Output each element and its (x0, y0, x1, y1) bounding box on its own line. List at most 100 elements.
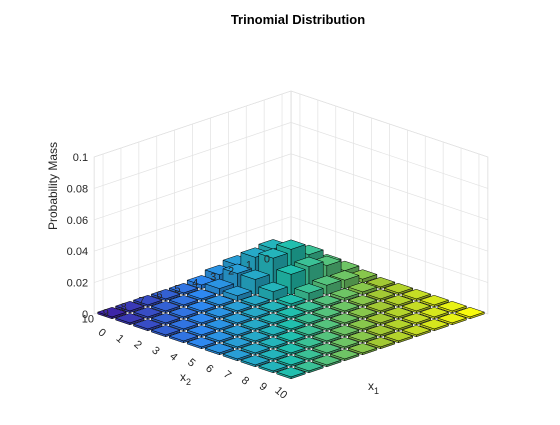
bar-x8-y0 (419, 295, 450, 308)
y-tick-label: 2 (228, 266, 234, 278)
bar-face-top (168, 283, 199, 294)
bar-x10-y5 (365, 337, 396, 350)
bar-face-top (275, 355, 307, 366)
bar-face-top (329, 337, 360, 348)
x-tick-label: 9 (257, 381, 269, 394)
bar-x7-y3 (347, 307, 378, 320)
bar-face-top (240, 269, 271, 280)
z-tick-label: 0.1 (73, 152, 88, 164)
bar-face-top (258, 281, 289, 292)
bar-face-top (240, 307, 271, 318)
bar-face-top (186, 325, 217, 336)
bar-x0-y6 (168, 283, 199, 296)
bar-face-top (186, 301, 217, 312)
z-tick-label: 0.02 (67, 278, 88, 290)
bar-face-top (204, 278, 235, 289)
z-tick-label: 0.04 (67, 246, 88, 258)
bar-x7-y10 (222, 349, 253, 362)
z-tick-label: 0.08 (67, 183, 88, 195)
bar-face-top (293, 256, 324, 267)
bar-face-top (383, 295, 414, 306)
bar-face-top (347, 319, 378, 330)
bar-face-top (222, 337, 253, 348)
bar-x2-y10 (132, 319, 163, 332)
bar-x9-y0 (437, 301, 468, 314)
x-tick-label: 1 (114, 333, 126, 346)
bar-x2-y9 (150, 313, 181, 326)
y-tick-label: 10 (82, 314, 94, 326)
bar-x7-y9 (240, 343, 271, 356)
bar-face-top (222, 301, 253, 312)
y-axis-label-main: x (180, 370, 186, 384)
bar-face-top (275, 319, 307, 330)
z-gridline (93, 90, 489, 158)
bar-face-top (311, 331, 342, 342)
bar-x9-y9 (275, 355, 307, 368)
bar-x8-y8 (275, 343, 307, 356)
y-tick-label: 3 (210, 272, 216, 284)
bar-face-top (329, 301, 360, 312)
bar-x6-y6 (275, 319, 307, 332)
bar-x1-y8 (150, 301, 181, 314)
y-tick-label: 0 (264, 254, 270, 266)
bar-x3-y10 (150, 325, 181, 338)
bar-face-top (419, 307, 450, 318)
bar-face-top (150, 325, 181, 336)
bar-face-top (275, 343, 307, 354)
bar-face-top (275, 331, 307, 342)
bar-face-top (150, 313, 181, 324)
y-tick-label: 1 (246, 260, 252, 272)
x-tick-label: 10 (272, 385, 289, 402)
bar-face-top (204, 343, 235, 354)
z-tick-label: 0.06 (67, 215, 88, 227)
bar-face-top (222, 263, 253, 274)
bar-face-top (204, 319, 235, 330)
chart-title: Trinomial Distribution (231, 12, 365, 27)
bar-face-top (347, 282, 378, 293)
bar-x7-y6 (293, 325, 324, 338)
x-tick-label: 2 (131, 339, 143, 352)
bar-face-top (204, 331, 235, 342)
bar-face-top (383, 307, 414, 318)
bar-face-top (222, 349, 253, 360)
x-tick-label: 8 (239, 375, 251, 388)
bar-x4-y4 (275, 294, 307, 308)
bar-x5-y10 (186, 337, 217, 350)
bar-x5-y4 (293, 301, 324, 314)
bar-x9-y10 (258, 361, 289, 374)
bar-x9-y8 (293, 349, 324, 362)
bar-x2-y6 (204, 295, 235, 308)
bar-x6-y5 (293, 313, 324, 326)
bar-face-top (311, 295, 342, 306)
bar-x5-y8 (222, 325, 253, 338)
z-axis-label: Probability Mass (46, 142, 60, 230)
bar-face-top (419, 319, 450, 330)
bar-face-top (437, 313, 468, 324)
bar-x7-y2 (365, 301, 396, 314)
bar-x5-y5 (275, 307, 307, 320)
bar-face-top (275, 307, 307, 318)
bar-x2-y8 (168, 307, 199, 320)
bar-face-top (311, 319, 342, 330)
bar-x10-y7 (329, 349, 360, 362)
x-axis-label-subscript: 1 (374, 386, 379, 396)
bar-x9-y3 (383, 319, 414, 332)
bar-face-top (383, 319, 414, 330)
bar-x7-y4 (329, 313, 360, 326)
bar-x1-y10 (114, 313, 145, 326)
bar-x5-y2 (329, 288, 360, 302)
bar-x6-y9 (222, 337, 253, 350)
bar-face-top (258, 248, 289, 259)
bar-face-top (383, 283, 414, 294)
bar-x7-y1 (383, 295, 414, 308)
bar-x4-y5 (258, 301, 289, 314)
bar-face-top (293, 349, 324, 360)
bar-face-top (150, 289, 181, 300)
y-tick-label: 8 (121, 302, 127, 314)
bar-face-top (258, 325, 289, 336)
bar-face-top (132, 319, 163, 330)
y-tick-label: 7 (139, 296, 145, 308)
bar-face-top (401, 313, 432, 324)
bar-face-top (275, 367, 307, 378)
